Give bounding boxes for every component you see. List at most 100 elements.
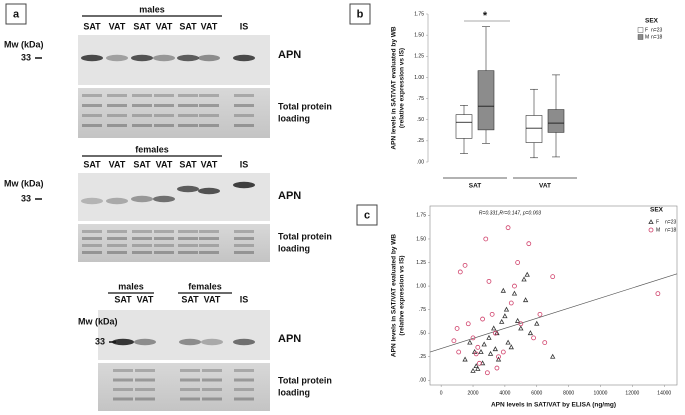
band — [233, 54, 255, 62]
point — [476, 360, 482, 366]
loading-band — [180, 369, 200, 372]
loading-band — [234, 114, 254, 117]
loading-label: Total protein — [278, 101, 332, 111]
loading-band — [178, 237, 198, 240]
loading-band — [234, 251, 254, 254]
band — [198, 187, 220, 195]
loading-band — [178, 124, 198, 127]
loading-band — [234, 388, 254, 391]
x-tick-label: VAT — [539, 183, 551, 190]
y-tick-label: 1.50 — [416, 236, 426, 242]
lane-label: VAT — [137, 294, 154, 304]
y-tick-label: .00 — [417, 159, 424, 165]
y-tick-label: .75 — [419, 307, 426, 313]
point — [515, 260, 521, 265]
significance-label: * — [483, 10, 488, 22]
legend-label: n=18 — [665, 227, 676, 233]
legend-label: M — [645, 34, 649, 40]
legend-title: SEX — [645, 18, 659, 25]
lane-label: VAT — [201, 159, 218, 169]
point — [499, 318, 505, 324]
loading-band — [199, 230, 219, 233]
point — [534, 320, 540, 326]
band — [81, 197, 103, 205]
loading-band — [82, 230, 102, 233]
loading-band — [234, 124, 254, 127]
band — [153, 54, 175, 62]
point — [518, 325, 524, 331]
point — [457, 269, 463, 275]
loading-band — [135, 369, 155, 372]
x-tick-label: 4000 — [499, 390, 510, 396]
stats-annotation: R=0.331,R²=0.147, p=0.003 — [479, 210, 541, 216]
loading-label: Total protein — [278, 375, 332, 385]
point — [496, 354, 501, 360]
lane-label: SAT — [133, 21, 151, 31]
loading-band — [178, 114, 198, 117]
point — [473, 363, 479, 369]
point — [550, 353, 556, 359]
panel-label: c — [364, 209, 370, 221]
loading-band — [234, 369, 254, 372]
loading-band — [154, 237, 174, 240]
loading-band — [234, 230, 254, 233]
point — [483, 236, 489, 242]
mw-label: Mw (kDa) — [4, 178, 44, 188]
loading-band — [132, 237, 152, 240]
loading-band — [107, 114, 127, 117]
point — [522, 297, 529, 303]
loading-band — [180, 388, 200, 391]
loading-band — [178, 230, 198, 233]
loading-band — [107, 244, 127, 247]
band-label: APN — [278, 190, 301, 202]
band — [81, 54, 103, 62]
band — [179, 338, 201, 346]
loading-band — [82, 237, 102, 240]
loading-band — [82, 104, 102, 107]
y-tick-label: .50 — [419, 331, 426, 337]
loading-label: Total protein — [278, 231, 332, 241]
point — [521, 276, 527, 282]
loading-band — [199, 244, 219, 247]
legend-label: F — [645, 27, 648, 33]
legend-title: SEX — [650, 207, 664, 214]
y-axis-label: (relative expression vs IS) — [399, 48, 406, 128]
loading-band — [234, 244, 254, 247]
x-tick-label: 12000 — [625, 390, 639, 396]
mw-marker: 33 — [21, 52, 31, 62]
lane-label: IS — [240, 159, 249, 169]
y-tick-label: 1.50 — [414, 32, 424, 38]
point — [514, 317, 521, 323]
y-axis-label: APN levels in SAT/VAT evaluated by WB — [391, 234, 398, 357]
loading-band — [132, 124, 152, 127]
point — [524, 271, 530, 277]
lane-label: VAT — [201, 21, 218, 31]
point — [489, 311, 495, 317]
loading-band — [178, 251, 198, 254]
loading-band — [154, 251, 174, 254]
loading-band — [202, 378, 222, 382]
legend-label: F — [656, 219, 659, 225]
panel-label-box — [356, 204, 378, 226]
point — [505, 339, 511, 345]
point — [500, 349, 506, 355]
loading-band — [199, 114, 219, 117]
x-tick-label: 0 — [440, 390, 443, 396]
band — [134, 338, 156, 346]
mw-label: Mw (kDa) — [78, 316, 118, 326]
point — [478, 348, 484, 354]
point — [512, 283, 517, 289]
y-tick-label: .00 — [419, 378, 426, 384]
blot-image — [98, 310, 270, 360]
point — [511, 290, 518, 296]
lane-label: VAT — [109, 159, 126, 169]
loading-band — [199, 237, 219, 240]
plot-frame — [429, 205, 678, 386]
loading-band — [82, 124, 102, 127]
point — [492, 346, 499, 352]
point — [502, 313, 508, 319]
band-label: APN — [278, 333, 301, 345]
point — [542, 340, 548, 346]
loading-label: loading — [278, 243, 310, 253]
loading-band — [234, 378, 254, 382]
